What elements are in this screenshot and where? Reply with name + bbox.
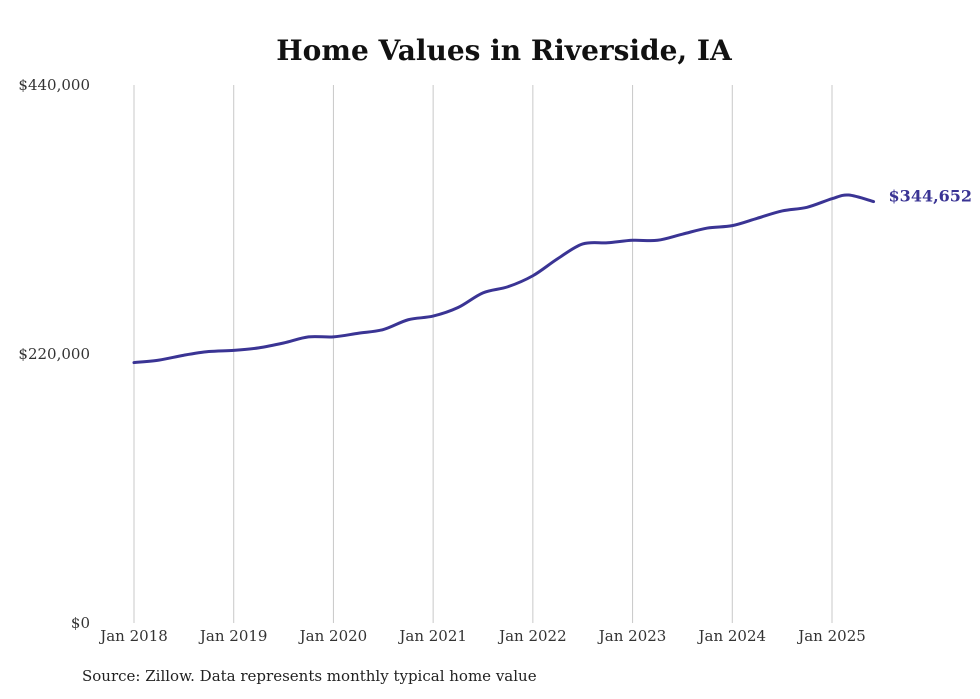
x-axis-ticks: Jan 2018 Jan 2019 Jan 2020 Jan 2021 Jan 2022… <box>98 627 866 645</box>
x-tick-label: Jan 2022 <box>497 627 567 645</box>
x-tick-label: Jan 2024 <box>697 627 767 645</box>
x-tick-label: Jan 2020 <box>298 627 368 645</box>
x-tick-label: Jan 2019 <box>198 627 268 645</box>
x-tick-label: Jan 2021 <box>397 627 467 645</box>
chart-title: Home Values in Riverside, IA <box>276 34 733 67</box>
x-tick-label: Jan 2025 <box>796 627 866 645</box>
y-tick-label: $0 <box>71 614 90 632</box>
end-value-label: $344,652 <box>889 187 973 206</box>
x-tick-label: Jan 2018 <box>98 627 168 645</box>
vertical-gridlines <box>133 85 833 623</box>
source-note: Source: Zillow. Data represents monthly … <box>82 667 537 685</box>
y-tick-label: $440,000 <box>18 76 90 94</box>
x-tick-label: Jan 2023 <box>597 627 667 645</box>
line-chart: Home Values in Riverside, IA $0$220,000$… <box>18 34 973 645</box>
y-tick-label: $220,000 <box>18 345 90 363</box>
y-axis-ticks: $0 $220,000 $440,000 <box>18 76 90 632</box>
series-line <box>132 193 876 365</box>
